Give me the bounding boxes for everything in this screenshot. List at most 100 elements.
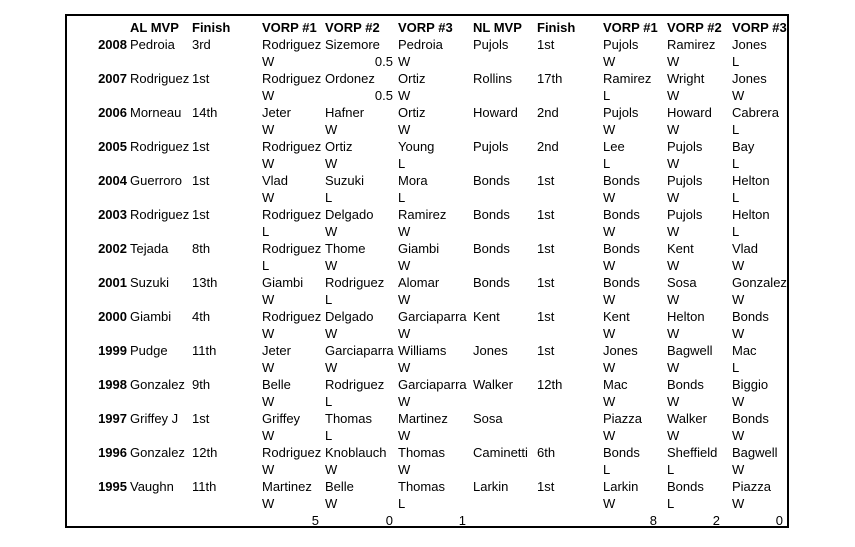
table-header-row: AL MVP Finish VORP #1 VORP #2 VORP #3 NL… — [67, 19, 787, 36]
al-vorp1-name-cell: Rodriguez — [262, 37, 322, 52]
nl-vorp3-result-cell: W — [732, 292, 745, 307]
al-mvp-cell: Rodriguez — [130, 71, 190, 86]
nl-vorp1-result-cell: W — [603, 394, 616, 409]
header-al-finish: Finish — [192, 20, 231, 35]
al-vorp1-result-cell: W — [262, 394, 275, 409]
nl-vorp3-result-cell: W — [732, 88, 745, 103]
al-vorp1-result-cell: W — [262, 428, 275, 443]
nl-finish-cell: 1st — [537, 207, 555, 222]
al-vorp1-name-cell: Rodriguez — [262, 309, 322, 324]
al-vorp1-name-cell: Rodriguez — [262, 241, 322, 256]
al-vorp3-result-cell: W — [398, 258, 411, 273]
al-vorp3-name-cell: Garciaparra — [398, 377, 467, 392]
nl-vorp1-name-cell: Bonds — [603, 241, 640, 256]
nl-vorp3-name-cell: Mac — [732, 343, 757, 358]
row-2000-names: 2000 Giambi 4th Rodriguez Delgado Garciaparra… — [67, 308, 787, 325]
nl-vorp1-name-cell: Jones — [603, 343, 638, 358]
nl-vorp2-result-cell: W — [667, 258, 680, 273]
al-mvp-cell: Rodriguez — [130, 139, 190, 154]
nl-vorp1-result-cell: W — [603, 292, 616, 307]
nl-vorp2-result-cell: W — [667, 54, 680, 69]
nl-mvp-cell: Rollins — [473, 71, 513, 86]
nl-vorp2-result-cell: L — [667, 462, 675, 477]
al-mvp-cell: Gonzalez — [130, 377, 185, 392]
al-vorp3-name-cell: Garciaparra — [398, 309, 467, 324]
row-1996-names: 1996 Gonzalez 12th Rodriguez Knoblauch Thomas… — [67, 444, 787, 461]
al-vorp2-result-cell: W — [325, 156, 338, 171]
nl-vorp1-result-cell: W — [603, 496, 616, 511]
row-2006-names: 2006 Morneau 14th Jeter Hafner Ortiz Howard 2nd… — [67, 104, 787, 121]
nl-vorp1-name-cell: Mac — [603, 377, 628, 392]
row-2004-names: 2004 Guerroro 1st Vlad Suzuki Mora Bonds 1st Bon… — [67, 172, 787, 189]
al-vorp1-result-cell: L — [262, 258, 270, 273]
nl-vorp2-result-cell: W — [667, 428, 680, 443]
al-vorp3-name-cell: Young — [398, 139, 435, 154]
al-vorp3-result-cell: L — [398, 496, 406, 511]
nl-vorp3-name-cell: Piazza — [732, 479, 772, 494]
header-al-vorp3: VORP #3 — [398, 20, 453, 35]
nl-vorp3-result-cell: W — [732, 428, 745, 443]
al-finish-cell: 4th — [192, 309, 211, 324]
nl-vorp1-name-cell: Piazza — [603, 411, 643, 426]
nl-vorp2-result-cell: W — [667, 292, 680, 307]
nl-vorp3-name-cell: Bay — [732, 139, 755, 154]
nl-vorp1-name-cell: Ramirez — [603, 71, 652, 86]
row-2008-names: 2008 Pedroia 3rd Rodriguez Sizemore Pedroia Pu… — [67, 36, 787, 53]
nl-mvp-cell: Pujols — [473, 37, 509, 52]
nl-vorp2-result-cell: W — [667, 360, 680, 375]
nl-vorp1-result-cell: L — [603, 462, 611, 477]
nl-vorp2-name-cell: Sheffield — [667, 445, 718, 460]
al-vorp1-name-cell: Giambi — [262, 275, 304, 290]
al-vorp3-name-cell: Ortiz — [398, 105, 426, 120]
al-vorp1-result-cell: L — [262, 224, 270, 239]
nl-vorp1-name-cell: Kent — [603, 309, 630, 324]
al-vorp3-result-cell: L — [398, 156, 406, 171]
nl-vorp2-result-cell: W — [667, 156, 680, 171]
nl-vorp1-name-cell: Larkin — [603, 479, 639, 494]
nl-vorp1-result-cell: W — [603, 190, 616, 205]
al-finish-cell: 12th — [192, 445, 218, 460]
total-al-vorp2: 0 — [385, 513, 393, 528]
nl-vorp3-name-cell: Bonds — [732, 309, 769, 324]
nl-vorp2-name-cell: Helton — [667, 309, 705, 324]
nl-vorp1-result-cell: W — [603, 360, 616, 375]
al-mvp-cell: Rodriguez — [130, 207, 190, 222]
al-vorp2-name-cell: Thome — [325, 241, 366, 256]
row-2005-names: 2005 Rodriguez 1st Rodriguez Ortiz Young Pujol… — [67, 138, 787, 155]
al-vorp1-name-cell: Belle — [262, 377, 291, 392]
al-finish-cell: 1st — [192, 411, 210, 426]
nl-vorp3-result-cell: L — [732, 224, 740, 239]
nl-vorp1-name-cell: Bonds — [603, 445, 640, 460]
al-vorp2-result-cell: 0.5 — [374, 54, 393, 69]
al-vorp3-name-cell: Thomas — [398, 479, 445, 494]
al-vorp2-result-cell: W — [325, 462, 338, 477]
al-mvp-cell: Suzuki — [130, 275, 170, 290]
al-vorp1-result-cell: W — [262, 292, 275, 307]
header-al-mvp: AL MVP — [130, 20, 179, 35]
al-vorp2-result-cell: W — [325, 258, 338, 273]
al-vorp3-name-cell: Martinez — [398, 411, 448, 426]
al-vorp3-name-cell: Ortiz — [398, 71, 426, 86]
year-cell: 2008 — [98, 37, 127, 52]
nl-vorp3-result-cell: W — [732, 496, 745, 511]
nl-vorp2-result-cell: W — [667, 224, 680, 239]
al-vorp1-result-cell: W — [262, 360, 275, 375]
year-cell: 1997 — [98, 411, 127, 426]
year-cell: 1998 — [98, 377, 127, 392]
nl-finish-cell: 1st — [537, 479, 555, 494]
nl-vorp3-name-cell: Vlad — [732, 241, 759, 256]
al-finish-cell: 14th — [192, 105, 218, 120]
al-vorp1-result-cell: W — [262, 122, 275, 137]
nl-mvp-cell: Caminetti — [473, 445, 528, 460]
nl-vorp2-result-cell: W — [667, 326, 680, 341]
nl-mvp-cell: Bonds — [473, 275, 510, 290]
nl-vorp1-result-cell: L — [603, 88, 611, 103]
nl-vorp3-name-cell: Helton — [732, 173, 770, 188]
header-nl-mvp: NL MVP — [473, 20, 522, 35]
al-vorp1-name-cell: Jeter — [262, 343, 291, 358]
total-nl-vorp1: 8 — [649, 513, 657, 528]
